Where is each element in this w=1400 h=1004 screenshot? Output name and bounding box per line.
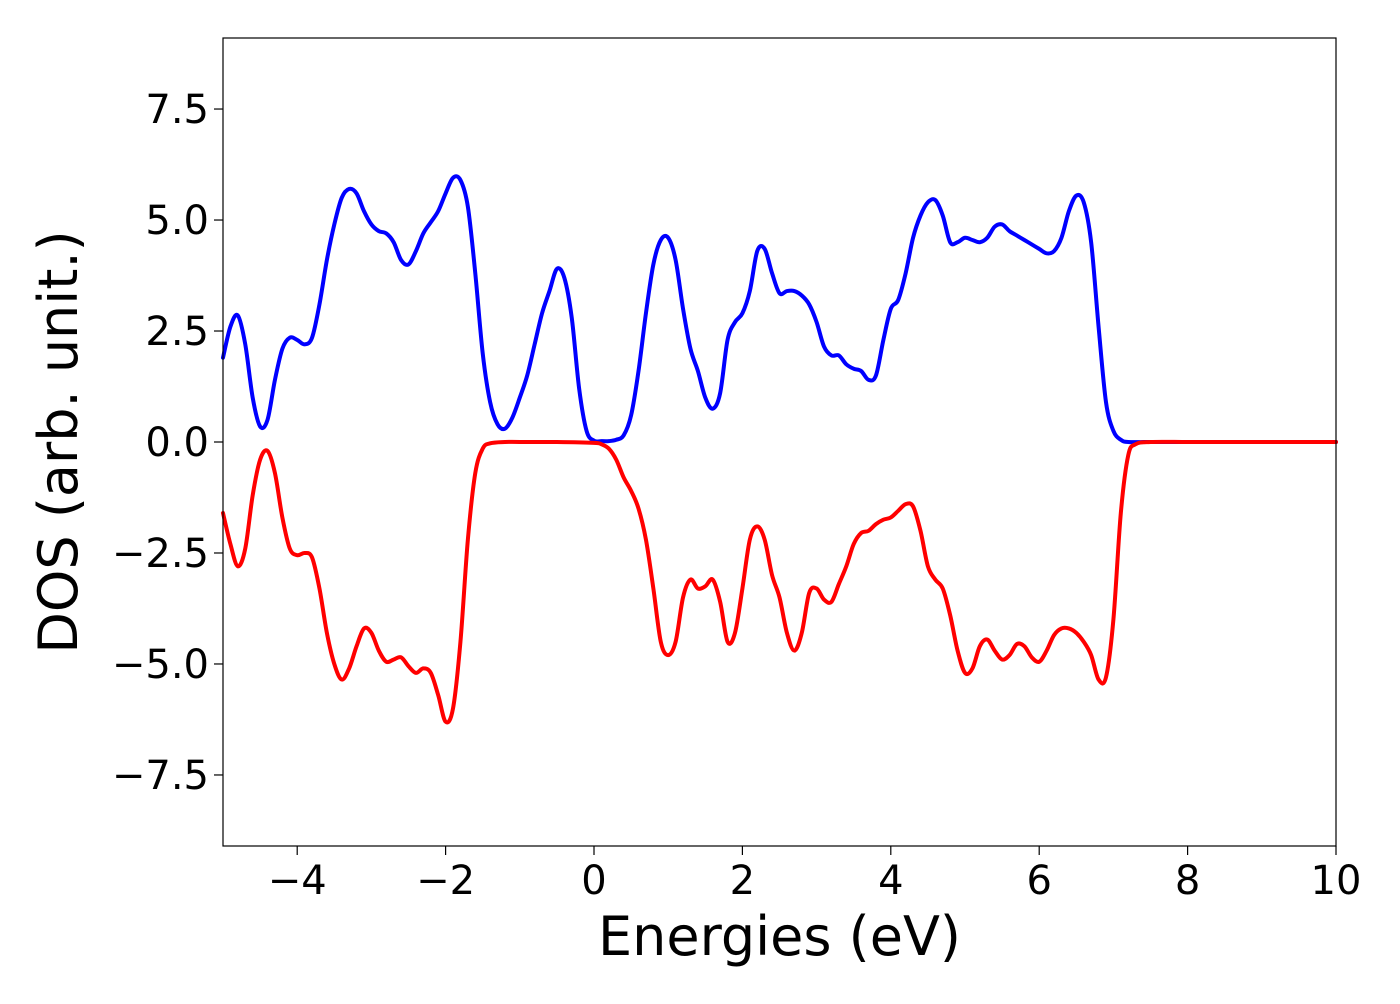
series-line-2 [221,439,1338,725]
y-tick-label: 2.5 [145,309,209,355]
x-tick-label: 8 [1175,858,1200,904]
x-tick-label: −2 [416,858,475,904]
y-axis-label: DOS (arb. unit.) [27,230,90,653]
x-tick-label: 4 [878,858,903,904]
x-tick-label: 2 [730,858,755,904]
y-tick-label: −2.5 [112,531,209,577]
x-axis-ticks: −4 −2 0 2 4 6 8 10 [268,846,1362,904]
x-tick-label: −4 [268,858,327,904]
series-line-1 [221,174,1338,445]
x-tick-label: 10 [1311,858,1362,904]
y-tick-label: 7.5 [145,87,209,133]
x-axis-label: Energies (eV) [598,905,961,968]
y-axis-ticks: 7.5 5.0 2.5 0.0 −2.5 −5.0 −7.5 [112,87,223,799]
x-tick-label: 0 [581,858,606,904]
y-tick-label: −5.0 [112,642,209,688]
y-tick-label: −7.5 [112,753,209,799]
y-tick-label: 0.0 [145,420,209,466]
series-layer [221,174,1338,725]
y-tick-label: 5.0 [145,198,209,244]
x-tick-label: 6 [1026,858,1051,904]
